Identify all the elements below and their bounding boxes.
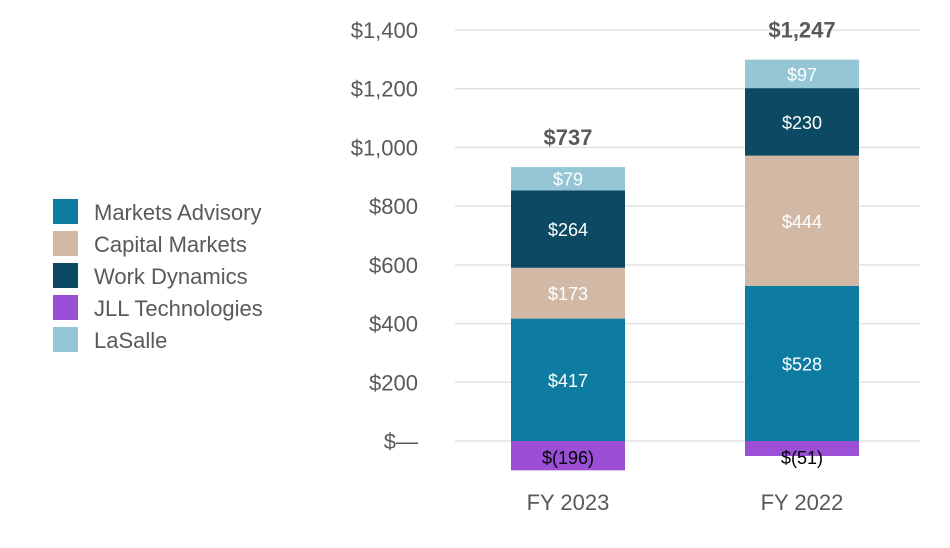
data-label: $173 [548, 284, 588, 304]
x-tick-label: FY 2022 [761, 490, 844, 515]
y-tick-label: $200 [369, 370, 418, 395]
bar-segment [511, 167, 625, 191]
bar-segment [511, 318, 625, 441]
bar-segment [745, 155, 859, 286]
y-tick-label: $1,200 [351, 77, 418, 102]
bar-segment [511, 267, 625, 319]
data-label: $230 [782, 113, 822, 133]
legend-label: Markets Advisory [94, 200, 262, 225]
y-tick-label: $800 [369, 194, 418, 219]
total-label: $737 [544, 125, 593, 150]
legend-swatch [53, 231, 78, 256]
y-tick-label: $1,400 [351, 18, 418, 43]
x-tick-label: FY 2023 [527, 490, 610, 515]
legend-label: Capital Markets [94, 232, 247, 257]
data-label: $528 [782, 354, 822, 374]
bar-segment [745, 441, 859, 456]
data-label: $(51) [781, 448, 823, 468]
bar-segment [745, 59, 859, 89]
legend-swatch [53, 263, 78, 288]
bar-segment [511, 441, 625, 471]
total-label: $1,247 [768, 18, 835, 43]
y-tick-label: $400 [369, 312, 418, 337]
data-label: $444 [782, 212, 822, 232]
y-tick-label: $— [384, 429, 418, 454]
legend-swatch [53, 327, 78, 352]
y-tick-label: $600 [369, 253, 418, 278]
data-label: $417 [548, 371, 588, 391]
y-tick-label: $1,000 [351, 135, 418, 160]
legend-swatch [53, 295, 78, 320]
bar-segment [745, 285, 859, 441]
data-label: $264 [548, 220, 588, 240]
legend-swatch [53, 199, 78, 224]
legend-label: JLL Technologies [94, 296, 263, 321]
data-label: $97 [787, 65, 817, 85]
legend-label: LaSalle [94, 328, 167, 353]
data-label: $79 [553, 170, 583, 190]
legend-label: Work Dynamics [94, 264, 248, 289]
data-label: $(196) [542, 448, 594, 468]
bar-segment [745, 88, 859, 156]
bar-segment [511, 190, 625, 268]
